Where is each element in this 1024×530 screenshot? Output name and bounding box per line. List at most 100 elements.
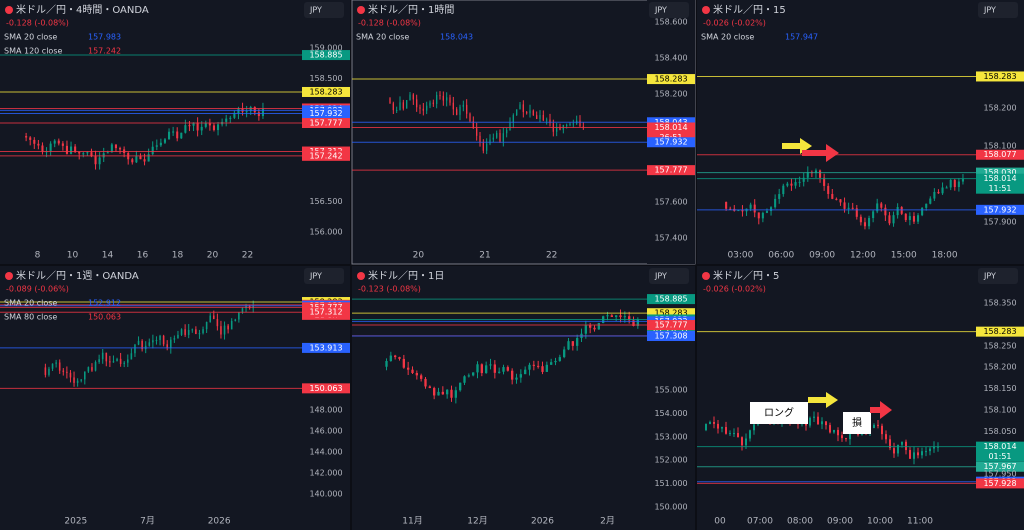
price-change: -0.123 (-0.08%) — [358, 285, 421, 294]
candle-body — [576, 338, 579, 346]
candle-body — [44, 367, 47, 375]
candle-body — [529, 110, 531, 114]
x-tick-label: 11:00 — [907, 517, 933, 527]
candle-body — [532, 364, 535, 366]
candle-body — [563, 349, 566, 358]
currency-button[interactable] — [649, 268, 689, 284]
panel-bg — [351, 0, 696, 265]
candle-body — [110, 144, 113, 153]
candle-body — [162, 335, 165, 345]
candle-body — [389, 98, 391, 104]
candle-body — [82, 153, 85, 155]
x-tick-label: 16 — [137, 251, 149, 261]
candle-body — [855, 208, 858, 217]
candle-body — [546, 119, 548, 121]
chart-title: 米ドル／円・15 — [713, 3, 786, 16]
price-label: 158.283 — [983, 327, 1016, 336]
x-tick-label: 18 — [172, 251, 184, 261]
candle-body — [937, 191, 940, 194]
candle-body — [466, 104, 468, 114]
price-label-bg — [976, 173, 1024, 194]
price-label: 157.777 — [309, 119, 342, 128]
candle-body — [541, 366, 544, 372]
y-tick-label: 156.000 — [309, 228, 342, 237]
y-tick-label: 158.200 — [983, 104, 1016, 113]
chart-title: 米ドル／円・1週・OANDA — [16, 269, 139, 282]
candle-body — [261, 108, 264, 117]
candle-body — [152, 340, 154, 343]
price-axis — [976, 0, 1024, 264]
candle-body — [409, 94, 411, 101]
candle-body — [253, 107, 256, 113]
candle-body — [753, 424, 755, 431]
currency-button[interactable] — [304, 268, 344, 284]
arrow-red — [870, 401, 892, 419]
chart-panel: 158.283158.043158.01426:51157.932157.777… — [351, 0, 696, 265]
candle-body — [472, 121, 474, 129]
price-label: 158.014 — [654, 123, 687, 132]
candle-body — [725, 201, 728, 209]
candle-body — [459, 382, 462, 391]
candle-body — [593, 327, 596, 330]
candle-body — [241, 308, 244, 313]
x-tick-label: 10:00 — [867, 517, 893, 527]
candle-body — [139, 156, 142, 160]
candle-body — [486, 143, 488, 151]
candle-body — [424, 378, 427, 387]
candle-body — [841, 435, 843, 439]
x-tick-label: 22 — [546, 251, 557, 261]
currency-button[interactable] — [978, 268, 1018, 284]
candle-body — [407, 367, 410, 370]
currency-button[interactable] — [978, 2, 1018, 18]
candle-body — [833, 429, 835, 433]
candle-body — [749, 430, 751, 439]
candle-body — [489, 364, 492, 366]
price-label-bg — [976, 461, 1024, 472]
candle-body — [229, 117, 232, 119]
candle-body — [876, 203, 879, 212]
candle-body — [868, 218, 871, 227]
indicator-name: SMA 20 close — [4, 299, 57, 308]
price-label: 158.283 — [654, 309, 687, 318]
candle-body — [912, 216, 915, 222]
candle-body — [192, 122, 195, 126]
candle-body — [168, 131, 171, 140]
price-change: -0.128 (-0.08%) — [6, 19, 69, 28]
candle-body — [610, 315, 613, 317]
candle-body — [476, 128, 478, 136]
candle-body — [502, 367, 505, 372]
candle-body — [837, 429, 839, 436]
x-tick-label: 12:00 — [850, 251, 876, 261]
annotation: 損 — [852, 416, 862, 429]
price-label: 157.932 — [654, 138, 687, 147]
y-tick-label: 157.900 — [983, 218, 1016, 227]
candle-body — [109, 361, 111, 363]
candle-body — [70, 146, 73, 154]
candle-body — [917, 452, 919, 456]
candle-body — [896, 207, 899, 216]
candle-body — [729, 208, 732, 210]
x-tick-label: 09:00 — [809, 251, 835, 261]
currency-button[interactable] — [649, 2, 689, 18]
candle-body — [180, 329, 183, 335]
indicator-value: 150.063 — [88, 313, 121, 322]
candle-body — [212, 125, 215, 131]
currency-button[interactable] — [304, 2, 344, 18]
candle-body — [187, 329, 190, 335]
candle-body — [180, 132, 183, 139]
candle-body — [202, 329, 204, 334]
price-label-bg — [976, 204, 1024, 215]
price-change: -0.026 (-0.02%) — [703, 19, 766, 28]
x-tick-label: 21 — [479, 251, 490, 261]
x-tick-label: 18:00 — [932, 251, 958, 261]
candle-body — [69, 372, 72, 378]
price-label-bg — [976, 167, 1024, 178]
candle-body — [227, 325, 229, 330]
candle-body — [449, 97, 451, 103]
price-label: 158.014 — [983, 174, 1016, 183]
candle-body — [737, 210, 740, 212]
candle-body — [223, 325, 226, 335]
candle-body — [556, 127, 558, 132]
candle-body — [721, 427, 723, 429]
candle-body — [709, 422, 711, 425]
